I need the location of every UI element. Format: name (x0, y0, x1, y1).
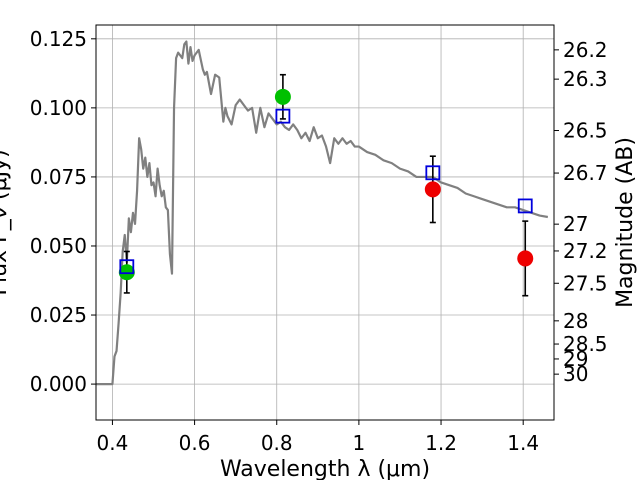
y2-tick-label: 28.5 (563, 332, 608, 356)
y2-axis-label: Magnitude (AB) (613, 137, 638, 308)
data-point (424, 181, 441, 198)
x-axis-label: Wavelength λ (μm) (220, 457, 430, 480)
model-point (275, 108, 291, 124)
y2-tick-label: 30 (563, 362, 588, 386)
x-tick-label: 0.4 (97, 431, 129, 455)
y2-tick-label: 26.2 (563, 38, 608, 62)
y-tick-label: 0.125 (30, 27, 87, 51)
series-layer (96, 40, 549, 386)
data-point (118, 264, 135, 281)
data-point (517, 250, 534, 267)
plot-frame (95, 24, 555, 421)
y-tick-label: 0.100 (30, 96, 87, 120)
y-tick-label: 0.000 (30, 372, 87, 396)
y-axis-label: Flux F_ν (μJy) (0, 149, 12, 295)
grid-layer (96, 25, 554, 420)
y-tick-label: 0.025 (30, 303, 87, 327)
y2-tick-label: 26.7 (563, 161, 608, 185)
model-point (425, 165, 441, 181)
y2-tick-label: 26.5 (563, 119, 608, 143)
x-tick-label: 1.2 (425, 431, 457, 455)
y2-tick-label: 26.3 (563, 67, 608, 91)
x-tick-label: 1.4 (507, 431, 539, 455)
y2-tick-label: 29 (563, 347, 588, 371)
data-point (274, 88, 291, 105)
y2-tick-label: 27 (563, 212, 588, 236)
model-point (119, 259, 135, 275)
ticks-layer: 0.4 0.6 0.8 1 1.2 1.4 0.000 0.025 0.050 0.075 0.10… (30, 27, 608, 455)
y2-tick-label: 27.2 (563, 239, 608, 263)
model-point (517, 198, 533, 214)
x-tick-label: 0.8 (261, 431, 293, 455)
y-tick-label: 0.075 (30, 165, 87, 189)
x-tick-label: 0.6 (179, 431, 211, 455)
x-tick-label: 1 (353, 431, 366, 455)
y-tick-label: 0.050 (30, 234, 87, 258)
y2-tick-label: 27.5 (563, 271, 608, 295)
model-spectrum-line (96, 40, 549, 386)
y2-tick-label: 28 (563, 309, 588, 333)
